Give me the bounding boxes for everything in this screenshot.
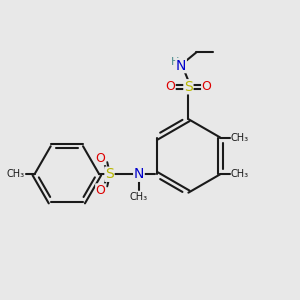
Text: S: S xyxy=(105,167,114,181)
Text: CH₃: CH₃ xyxy=(7,169,25,179)
Text: CH₃: CH₃ xyxy=(230,169,249,179)
Text: S: S xyxy=(184,80,193,94)
Text: N: N xyxy=(134,167,144,181)
Text: CH₃: CH₃ xyxy=(230,133,249,142)
Text: O: O xyxy=(96,184,106,197)
Text: O: O xyxy=(165,80,175,93)
Text: N: N xyxy=(176,58,186,73)
Text: O: O xyxy=(202,80,212,93)
Text: H: H xyxy=(170,57,179,67)
Text: CH₃: CH₃ xyxy=(130,193,148,202)
Text: O: O xyxy=(96,152,106,165)
